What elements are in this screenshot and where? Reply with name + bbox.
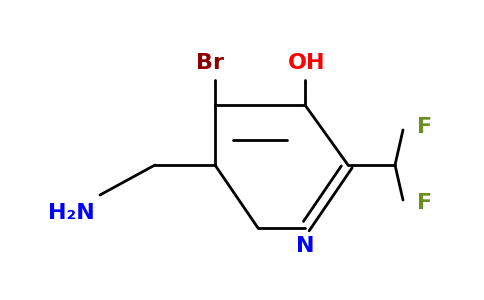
Text: F: F <box>417 193 432 213</box>
Text: N: N <box>296 236 314 256</box>
Text: H₂N: H₂N <box>48 203 95 223</box>
Text: Br: Br <box>196 53 224 73</box>
Text: OH: OH <box>288 53 326 73</box>
Text: F: F <box>417 117 432 137</box>
